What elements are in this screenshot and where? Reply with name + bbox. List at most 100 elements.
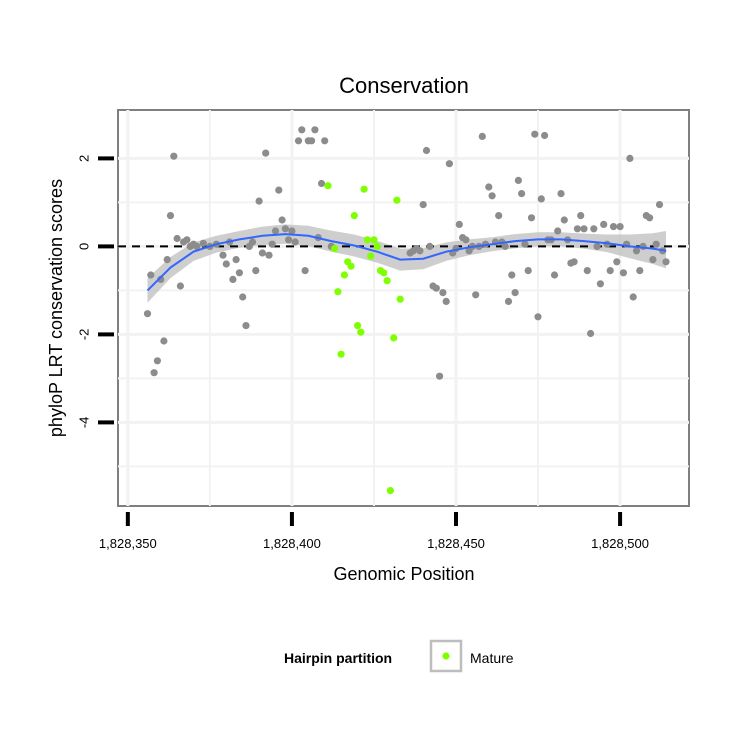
data-point: [504, 297, 513, 305]
y-axis: 2 0 -2 -4: [77, 155, 114, 428]
confidence-band-area: [147, 224, 666, 303]
data-point: [271, 227, 280, 235]
plot-panel: [117, 109, 690, 507]
data-point: [462, 236, 470, 244]
data-point: [593, 242, 601, 250]
data-point: [298, 126, 306, 134]
data-point: [646, 214, 654, 222]
mature-point: [393, 196, 401, 204]
y-tick-label: -2: [77, 329, 92, 341]
data-point: [183, 236, 191, 244]
mature-point: [370, 236, 378, 244]
data-point: [606, 267, 614, 275]
data-point: [472, 291, 480, 299]
data-point: [580, 225, 588, 233]
x-tick-label: 1,828,450: [427, 536, 485, 551]
data-point: [242, 322, 250, 330]
mature-point: [380, 269, 388, 277]
data-point: [550, 271, 559, 279]
data-point: [301, 267, 309, 275]
legend-key-mature-point: [442, 652, 450, 660]
data-point: [416, 247, 424, 255]
data-point: [534, 313, 542, 321]
smooth-trend-line: [146, 233, 667, 292]
mature-point: [354, 322, 362, 330]
y-tick-label: 2: [77, 155, 92, 162]
data-point: [258, 249, 266, 257]
mature-point: [373, 242, 381, 250]
data-point: [252, 267, 260, 275]
data-point: [163, 256, 171, 264]
y-tick-label: 0: [77, 243, 92, 250]
data-point: [600, 220, 608, 228]
data-point: [445, 160, 453, 168]
mature-point: [357, 328, 365, 336]
mature-point: [383, 277, 391, 285]
data-point: [560, 216, 568, 224]
data-point: [619, 269, 628, 277]
data-point: [229, 275, 237, 283]
mature-point: [360, 185, 368, 193]
data-point: [488, 192, 496, 200]
mature-point: [347, 262, 355, 270]
data-point: [636, 267, 644, 275]
data-point: [442, 297, 450, 305]
mature-point: [367, 252, 375, 260]
data-point: [524, 267, 532, 275]
data-point: [662, 258, 670, 266]
data-point: [514, 176, 523, 184]
data-point: [255, 197, 263, 205]
data-point: [501, 242, 509, 250]
data-point: [573, 225, 582, 233]
data-point: [639, 242, 647, 250]
data-point: [577, 212, 585, 220]
data-point: [590, 225, 598, 233]
data-point: [222, 260, 230, 268]
data-point: [583, 267, 591, 275]
legend-title: Hairpin partition: [284, 650, 392, 666]
data-point: [613, 258, 621, 266]
data-point: [478, 132, 486, 140]
data-point: [294, 137, 303, 145]
x-tick-label: 1,828,350: [99, 536, 157, 551]
smooth-confidence-band: [147, 224, 666, 303]
data-point: [422, 146, 431, 155]
data-point: [143, 310, 152, 318]
data-point: [485, 183, 493, 191]
x-axis-label: Genomic Position: [333, 564, 474, 584]
data-point: [265, 251, 273, 259]
data-point: [455, 220, 463, 228]
data-point: [291, 238, 299, 246]
data-point: [436, 372, 444, 380]
chart-title: Conservation: [339, 73, 469, 98]
data-point: [176, 282, 184, 290]
data-point: [268, 240, 276, 248]
mature-point: [363, 236, 371, 244]
data-point: [521, 240, 529, 248]
data-point: [248, 238, 257, 246]
legend: Hairpin partition Mature: [284, 639, 514, 673]
data-point: [157, 275, 165, 283]
data-point: [288, 227, 296, 235]
data-point: [170, 152, 178, 160]
data-point: [632, 247, 641, 255]
data-point: [153, 357, 161, 365]
data-point: [596, 280, 605, 288]
data-point: [166, 212, 175, 220]
mature-point: [334, 288, 342, 296]
data-point: [531, 130, 539, 138]
data-point: [281, 225, 289, 233]
data-point: [439, 289, 447, 297]
data-point: [570, 258, 578, 266]
mature-point: [350, 212, 358, 220]
data-point: [262, 149, 270, 157]
data-point: [629, 293, 637, 301]
data-point: [147, 271, 155, 279]
data-point: [317, 179, 326, 188]
mature-point: [386, 487, 394, 495]
mature-point: [337, 350, 345, 358]
legend-label-mature: Mature: [470, 650, 514, 666]
data-point: [587, 329, 595, 338]
data-point: [278, 216, 286, 224]
